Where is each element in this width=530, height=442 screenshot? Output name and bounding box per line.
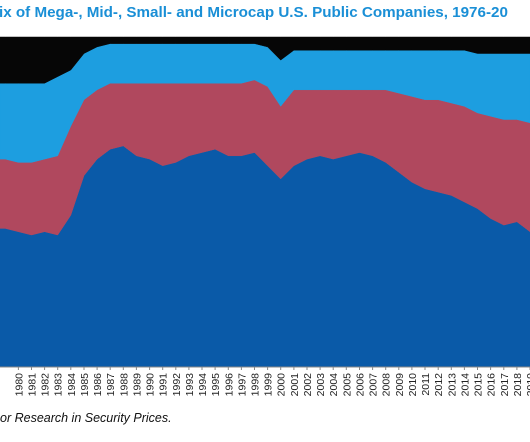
x-tick-label: 1986 bbox=[92, 373, 104, 397]
x-tick-label: 2016 bbox=[486, 373, 498, 397]
x-tick-label: 2000 bbox=[276, 373, 288, 397]
plot-areas bbox=[0, 36, 530, 368]
x-tick-label: 2002 bbox=[302, 373, 314, 397]
x-tick-label: 1998 bbox=[250, 373, 262, 397]
x-tick-label: 1988 bbox=[118, 373, 130, 397]
chart-title: ix of Mega-, Mid-, Small- and Microcap U… bbox=[0, 4, 508, 21]
x-tick-label: 1990 bbox=[145, 373, 157, 397]
x-tick-label: 1995 bbox=[210, 373, 222, 397]
x-tick-label: 1991 bbox=[158, 373, 170, 397]
x-tick-label: 2011 bbox=[420, 373, 432, 396]
x-tick-label: 2014 bbox=[459, 373, 471, 397]
x-tick-label: 1999 bbox=[263, 373, 275, 397]
x-tick-label: 2006 bbox=[355, 373, 367, 397]
x-tick-label: 2015 bbox=[473, 373, 485, 397]
x-tick-label: 1985 bbox=[79, 373, 91, 397]
x-tick-label: 2018 bbox=[512, 373, 524, 397]
x-tick-label: 2008 bbox=[381, 373, 393, 397]
x-tick-label: 2004 bbox=[328, 373, 340, 397]
x-tick-label: 1987 bbox=[105, 373, 117, 397]
source-note: or Research in Security Prices. bbox=[0, 411, 172, 425]
x-tick-label: 1984 bbox=[66, 373, 78, 397]
x-tick-label: 2013 bbox=[446, 373, 458, 397]
x-tick-label: 1983 bbox=[53, 373, 65, 397]
x-tick-label: 2001 bbox=[289, 373, 301, 397]
x-tick-label: 2010 bbox=[407, 373, 419, 397]
x-tick-label: 2005 bbox=[341, 373, 353, 397]
x-axis-ticks: 1980 1981 1982 1983 1984 1985 1986 1987 1988 1989… bbox=[13, 367, 530, 396]
x-tick-label: 1997 bbox=[236, 373, 248, 397]
x-tick-label: 2003 bbox=[315, 373, 327, 397]
x-tick-label: 2009 bbox=[394, 373, 406, 397]
x-tick-label: 1989 bbox=[131, 373, 143, 397]
x-tick-label: 1980 bbox=[13, 373, 25, 397]
x-tick-label: 2019 bbox=[525, 373, 530, 397]
x-tick-label: 1994 bbox=[197, 373, 209, 397]
x-tick-label: 1981 bbox=[27, 373, 39, 397]
x-tick-label: 2007 bbox=[368, 373, 380, 397]
x-tick-label: 1992 bbox=[171, 373, 183, 397]
x-tick-label: 2012 bbox=[433, 373, 445, 397]
x-tick-label: 1982 bbox=[40, 373, 52, 397]
area-micro bbox=[0, 36, 530, 84]
x-tick-label: 2017 bbox=[499, 373, 511, 397]
x-tick-label: 1993 bbox=[184, 373, 196, 397]
x-tick-label: 1996 bbox=[223, 373, 235, 397]
